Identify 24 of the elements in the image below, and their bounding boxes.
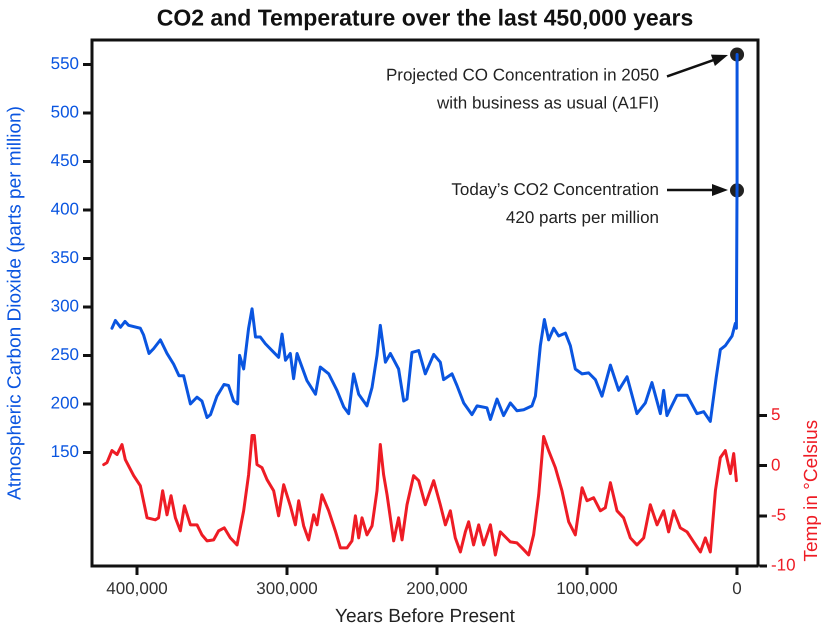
y-tick-label: 250 [50,345,79,364]
y2-tick-label: -10 [771,556,796,575]
y2-tick-label: 5 [771,405,780,424]
y2-tick-label: 0 [771,455,780,474]
x-tick-label: 0 [732,578,742,598]
y-tick-label: 200 [50,394,79,413]
chart-title: CO2 and Temperature over the last 450,000 years [156,4,694,30]
annotation: Projected CO Concentration in 2050 with business as usual (A1FI) [386,66,660,113]
x-tick-label: 400,000 [106,578,168,598]
x-tick-label: 300,000 [256,578,318,598]
annotation: Today’s CO2 Concentration 420 parts per million [451,180,659,228]
y2-tick-label: -5 [771,505,786,524]
y2-axis-title: Temp in °Celsius [801,420,822,562]
y-tick-label: 150 [50,442,79,462]
y-tick-label: 400 [50,200,79,219]
y-tick-label: 300 [50,296,79,316]
y-axis-title: Atmospheric Carbon Dioxide (parts per million) [4,106,26,500]
y-tick-label: 500 [50,102,79,122]
y-tick-label: 350 [50,248,79,268]
x-tick-label: 200,000 [406,578,468,598]
y-tick-label: 550 [50,54,79,73]
x-tick-label: 100,000 [556,578,618,598]
x-axis-title: Years Before Present [335,606,516,627]
y-tick-label: 450 [50,150,79,170]
